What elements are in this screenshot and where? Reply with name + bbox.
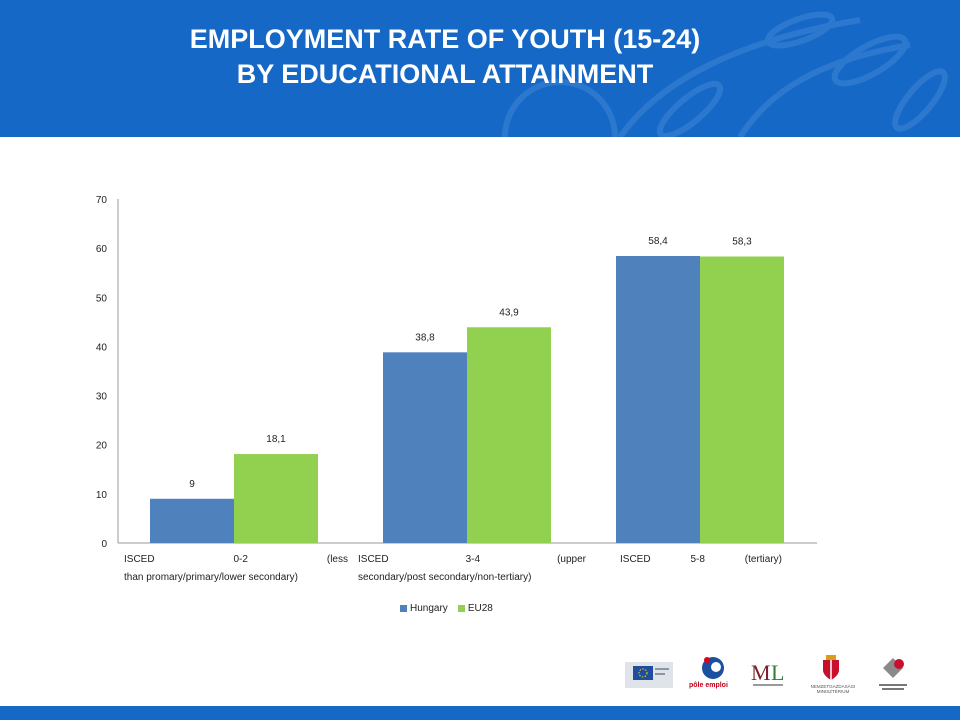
data-label: 43,9 (499, 307, 519, 318)
x-category-label: ISCED 5-8 (tertiary) (620, 551, 782, 569)
svg-text:L: L (771, 660, 784, 685)
title-line-1: EMPLOYMENT RATE OF YOUTH (15-24) (189, 24, 701, 54)
european-commission-logo-icon (625, 662, 673, 688)
bar-hungary-2 (383, 352, 467, 543)
bar-chart: 0 10 20 30 40 50 60 70 9 18,1 38,8 43,9 58,4 58,3 (96, 195, 817, 550)
legend-label-hungary: Hungary (410, 603, 448, 614)
y-tick-label: 30 (96, 392, 108, 403)
y-tick-label: 50 (96, 293, 108, 304)
title-line-2: BY EDUCATIONAL ATTAINMENT (236, 59, 654, 89)
legend-swatch-eu28 (457, 605, 465, 612)
header-banner: EMPLOYMENT RATE OF YOUTH (15-24) BY EDUC… (0, 0, 960, 137)
page-title: EMPLOYMENT RATE OF YOUTH (15-24) BY EDUC… (0, 22, 890, 92)
ministry-text: NEMZETGAZDASÁGI MINISZTÉRIUM (810, 684, 856, 694)
bar-eu28-1 (234, 454, 318, 543)
footer-bar (0, 706, 960, 720)
y-tick-label: 60 (96, 244, 108, 255)
legend-label-eu28: EU28 (467, 603, 493, 614)
partner-logos: pôle emploi M L NEMZETGAZDASÁGI MINISZTÉ… (625, 652, 915, 696)
y-tick-label: 40 (96, 342, 108, 353)
ml-ministry-logo-icon: M L (751, 660, 784, 686)
svg-text:M: M (751, 660, 771, 685)
bar-hungary-3 (616, 256, 700, 543)
data-label: 58,3 (732, 236, 752, 247)
x-category-line: ISCED 0-2 (less (124, 554, 348, 565)
x-category-line: ISCED 5-8 (tertiary) (620, 554, 782, 565)
pole-emploi-text: pôle emploi (689, 682, 728, 689)
y-tick-label: 70 (96, 195, 108, 206)
x-category-line: than promary/primary/lower secondary) (124, 572, 298, 583)
data-label: 58,4 (648, 236, 668, 247)
x-category-label: ISCED 0-2 (less than promary/primary/lowe… (124, 551, 348, 587)
pole-emploi-logo-icon (702, 657, 724, 679)
legend-item-eu28: EU28 (457, 603, 493, 614)
legend-swatch-hungary (400, 605, 407, 612)
y-tick-label: 20 (96, 441, 108, 452)
data-label: 9 (189, 479, 195, 490)
y-tick-label: 10 (96, 490, 108, 501)
hungarian-coat-of-arms-icon (823, 655, 839, 680)
x-category-line: ISCED 3-4 (upper (358, 554, 586, 565)
y-tick-label: 0 (101, 539, 107, 550)
x-category-line: secondary/post secondary/non-tertiary) (358, 572, 532, 583)
bar-hungary-1 (150, 498, 234, 543)
bar-eu28-3 (700, 256, 784, 543)
bar-eu28-2 (467, 327, 551, 543)
employment-office-logo-icon (879, 658, 907, 690)
leaf-decoration-icon (502, 11, 948, 137)
data-label: 38,8 (415, 332, 435, 343)
chart-legend: Hungary EU28 (400, 603, 493, 614)
x-category-label: ISCED 3-4 (upper secondary/post secondary… (358, 551, 586, 587)
legend-item-hungary: Hungary (400, 603, 448, 614)
data-label: 18,1 (266, 434, 286, 445)
